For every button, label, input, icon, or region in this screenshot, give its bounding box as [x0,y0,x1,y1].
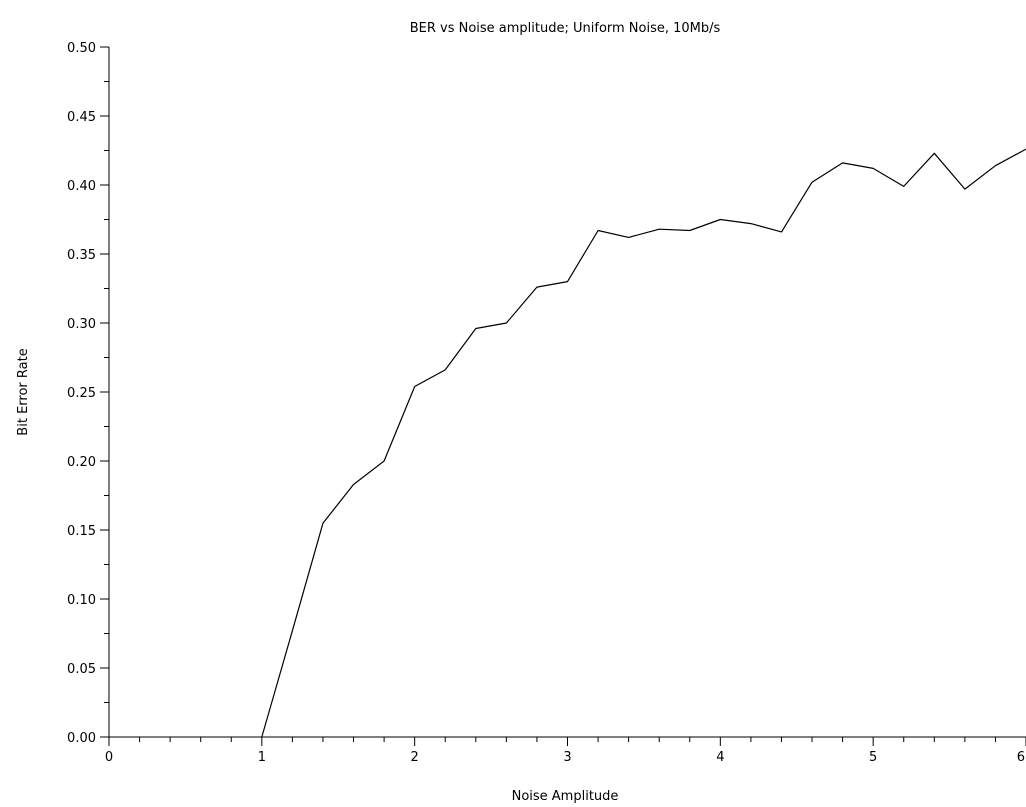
y-tick-label: 0.30 [67,317,96,332]
y-tick-label: 0.45 [67,110,96,125]
x-tick-label: 4 [716,750,724,765]
y-tick-label: 0.35 [67,248,96,263]
x-tick-label: 5 [869,750,877,765]
x-tick-label: 2 [411,750,419,765]
x-tick-label: 0 [105,750,113,765]
x-axis-title: Noise Amplitude [512,789,619,804]
y-tick-label: 0.15 [67,524,96,539]
y-tick-label: 0.25 [67,386,96,401]
y-axis-title: Bit Error Rate [16,348,31,435]
x-tick-label: 6 [1017,750,1025,765]
y-tick-label: 0.40 [67,179,96,194]
x-tick-label: 1 [258,750,266,765]
y-tick-label: 0.20 [67,455,96,470]
series-line [261,148,1026,738]
y-tick-label: 0.50 [67,41,96,56]
series-group [261,148,1026,738]
x-tick-label: 3 [563,750,571,765]
y-tick-label: 0.00 [67,731,96,746]
y-tick-label: 0.10 [67,593,96,608]
chart-title: BER vs Noise amplitude; Uniform Noise, 1… [410,21,721,36]
y-axis-ticks: 0.00 0.05 0.10 0.15 0.20 0.25 0.30 0.35 0.40 0.45… [67,41,109,746]
y-tick-label: 0.05 [67,662,96,677]
x-axis-ticks: 0 1 2 3 4 5 6 [105,737,1026,765]
